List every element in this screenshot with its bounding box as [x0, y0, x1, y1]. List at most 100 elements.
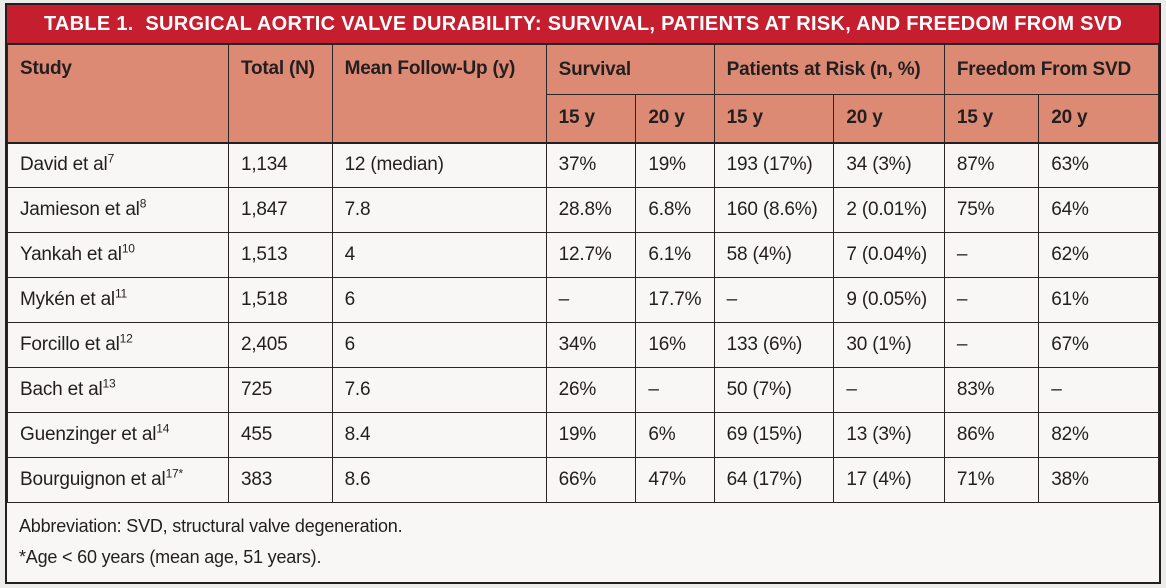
- table-row: Bourguignon et al17* 383 8.6 66% 47% 64 (17%)…: [7, 457, 1159, 503]
- cell-freedom_15y: –: [943, 277, 1040, 323]
- cell-risk_15y: 50 (7%): [713, 367, 835, 413]
- cell-freedom_20y: 63%: [1038, 142, 1159, 188]
- cell-total: 1,518: [227, 277, 333, 323]
- table-footnotes: Abbreviation: SVD, structural valve dege…: [7, 503, 1159, 582]
- cell-survival_20y: 6.8%: [635, 187, 715, 233]
- study-ref: 12: [119, 331, 133, 346]
- cell-total: 1,513: [227, 232, 333, 278]
- cell-survival_15y: 28.8%: [545, 187, 637, 233]
- study-cell: Yankah et al10: [7, 232, 229, 278]
- cell-freedom_20y: 62%: [1038, 232, 1159, 278]
- cell-risk_15y: 133 (6%): [713, 322, 835, 368]
- study-name: David et al: [20, 154, 108, 176]
- table-row: Guenzinger et al14 455 8.4 19% 6% 69 (15%) 13 …: [7, 412, 1159, 458]
- study-cell: Jamieson et al8: [7, 187, 229, 233]
- cell-freedom_15y: 86%: [943, 412, 1040, 458]
- cell-total: 383: [227, 457, 333, 503]
- study-cell: Bourguignon et al17*: [7, 457, 229, 503]
- study-ref: 13: [102, 376, 116, 391]
- cell-freedom_15y: 71%: [943, 457, 1040, 503]
- study-name: Forcillo et al: [20, 334, 120, 355]
- cell-followup: 8.6: [331, 457, 547, 503]
- cell-freedom_20y: 82%: [1038, 412, 1159, 458]
- cell-risk_20y: 30 (1%): [833, 322, 945, 368]
- footnote-age: *Age < 60 years (mean age, 51 years).: [19, 547, 322, 567]
- footnote-abbreviation: Abbreviation: SVD, structural valve dege…: [19, 516, 403, 536]
- study-ref: 14: [156, 421, 170, 436]
- cell-followup: 12 (median): [331, 142, 547, 188]
- cell-risk_15y: –: [713, 277, 835, 323]
- subheader-survival-20y: 20 y: [635, 94, 715, 143]
- study-name: Mykén et al: [20, 289, 115, 310]
- cell-risk_20y: 13 (3%): [833, 412, 945, 458]
- cell-freedom_20y: 67%: [1038, 322, 1159, 368]
- study-cell: Bach et al13: [7, 367, 229, 413]
- cell-freedom_15y: 87%: [943, 142, 1040, 188]
- cell-risk_20y: 9 (0.05%): [833, 277, 945, 323]
- cell-risk_15y: 64 (17%): [713, 457, 835, 503]
- table-row: David et al7 1,134 12 (median) 37% 19% 193 (1…: [7, 142, 1159, 188]
- cell-survival_20y: 17.7%: [635, 277, 715, 323]
- cell-risk_20y: 34 (3%): [833, 142, 945, 188]
- cell-followup: 7.8: [331, 187, 547, 233]
- study-name: Bourguignon et al: [20, 469, 166, 490]
- study-name: Jamieson et al: [20, 199, 140, 220]
- study-ref: 10: [121, 241, 135, 256]
- subheader-risk-15y: 15 y: [713, 94, 835, 143]
- cell-survival_15y: 34%: [545, 322, 637, 368]
- table-row: Jamieson et al8 1,847 7.8 28.8% 6.8% 160 (8.6…: [7, 187, 1159, 233]
- subheader-freedom-15y: 15 y: [943, 94, 1040, 143]
- cell-total: 1,134: [227, 142, 333, 188]
- table-1-frame: TABLE 1. SURGICAL AORTIC VALVE DURABILIT…: [5, 3, 1161, 584]
- cell-survival_15y: –: [545, 277, 637, 323]
- study-name: Bach et al: [20, 379, 103, 400]
- subheader-risk-20y: 20 y: [833, 94, 945, 143]
- cell-freedom_15y: 75%: [943, 187, 1040, 233]
- study-ref: 7: [107, 151, 115, 166]
- header-row-groups: Study Total (N) Mean Follow-Up (y) Survi…: [7, 44, 1160, 143]
- col-header-followup: Mean Follow-Up (y): [331, 44, 547, 143]
- study-ref: 8: [139, 196, 147, 211]
- subheader-freedom-20y: 20 y: [1038, 94, 1159, 143]
- col-header-survival: Survival: [545, 44, 715, 95]
- table-body: David et al7 1,134 12 (median) 37% 19% 193 (1…: [7, 142, 1159, 503]
- study-ref: 17*: [165, 466, 184, 481]
- cell-survival_20y: 19%: [635, 142, 715, 188]
- cell-risk_20y: –: [833, 367, 945, 413]
- cell-total: 725: [227, 367, 333, 413]
- cell-risk_15y: 69 (15%): [713, 412, 835, 458]
- cell-risk_15y: 160 (8.6%): [713, 187, 835, 233]
- subheader-survival-15y: 15 y: [545, 94, 637, 143]
- cell-risk_15y: 193 (17%): [713, 142, 835, 188]
- table-row: Yankah et al10 1,513 4 12.7% 6.1% 58 (4%) 7 (0…: [7, 232, 1159, 278]
- cell-freedom_15y: –: [943, 232, 1040, 278]
- cell-followup: 7.6: [331, 367, 547, 413]
- cell-freedom_20y: 64%: [1038, 187, 1159, 233]
- cell-followup: 6: [331, 277, 547, 323]
- cell-survival_15y: 19%: [545, 412, 637, 458]
- cell-survival_15y: 26%: [545, 367, 637, 413]
- cell-survival_20y: 6%: [635, 412, 715, 458]
- col-header-patients-at-risk: Patients at Risk (n, %): [713, 44, 945, 95]
- study-ref: 11: [114, 286, 128, 301]
- cell-followup: 8.4: [331, 412, 547, 458]
- study-cell: Guenzinger et al14: [7, 412, 229, 458]
- col-header-study: Study: [7, 44, 229, 143]
- col-header-freedom-from-svd: Freedom From SVD: [943, 44, 1160, 95]
- cell-risk_15y: 58 (4%): [713, 232, 835, 278]
- header-row-sub: 15 y 20 y 15 y 20 y 15 y 20 y: [8, 94, 1159, 143]
- cell-total: 455: [227, 412, 333, 458]
- cell-survival_20y: –: [635, 367, 715, 413]
- study-cell: Forcillo et al12: [7, 322, 229, 368]
- table-header: Study Total (N) Mean Follow-Up (y) Survi…: [7, 44, 1160, 143]
- cell-risk_20y: 17 (4%): [833, 457, 945, 503]
- table-row: Bach et al13 725 7.6 26% –50 (7%) –83% –: [7, 367, 1159, 413]
- study-name: Yankah et al: [20, 244, 122, 265]
- cell-freedom_15y: –: [943, 322, 1040, 368]
- cell-total: 1,847: [227, 187, 333, 233]
- cell-survival_15y: 12.7%: [545, 232, 637, 278]
- study-name: Guenzinger et al: [20, 424, 157, 445]
- cell-survival_20y: 16%: [635, 322, 715, 368]
- table-row: Mykén et al11 1,518 6–17.7% –9 (0.05%) –61%: [7, 277, 1159, 323]
